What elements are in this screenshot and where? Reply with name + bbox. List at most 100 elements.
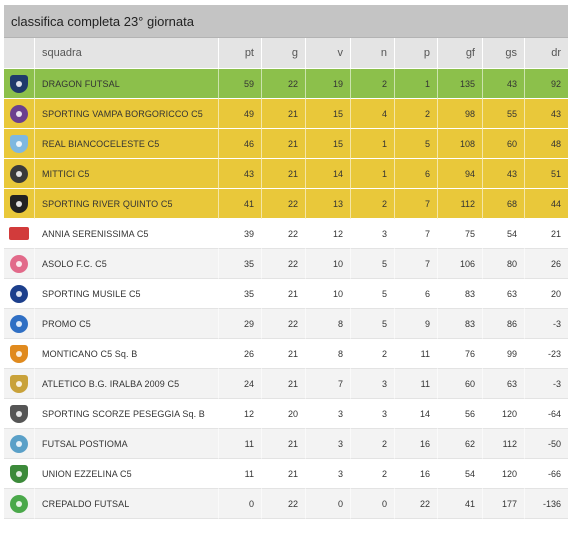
stat-gs: 55 <box>482 99 524 129</box>
stat-g: 21 <box>261 279 305 309</box>
header-g[interactable]: g <box>261 38 305 69</box>
team-logo-cell <box>4 189 34 219</box>
team-name[interactable]: ANNIA SERENISSIMA C5 <box>34 219 218 249</box>
stat-gs: 60 <box>482 129 524 159</box>
standings-table: squadra pt g v n p gf gs dr DRAGON FUTSA… <box>4 38 568 519</box>
stat-gs: 43 <box>482 159 524 189</box>
team-logo-cell <box>4 249 34 279</box>
stat-g: 20 <box>261 399 305 429</box>
stat-gs: 86 <box>482 309 524 339</box>
standings-widget: classifica completa 23° giornata squadra… <box>4 5 568 519</box>
team-name[interactable]: SPORTING RIVER QUINTO C5 <box>34 189 218 219</box>
header-team[interactable]: squadra <box>34 38 218 69</box>
table-row[interactable]: MONTICANO C5 Sq. B 26 21 8 2 11 76 99 -23 <box>4 339 568 369</box>
table-row[interactable]: SPORTING MUSILE C5 35 21 10 5 6 83 63 20 <box>4 279 568 309</box>
stat-gf: 60 <box>437 369 482 399</box>
stat-v: 3 <box>305 429 350 459</box>
table-row[interactable]: REAL BIANCOCELESTE C5 46 21 15 1 5 108 60 48 <box>4 129 568 159</box>
team-logo-cell <box>4 339 34 369</box>
stat-gf: 98 <box>437 99 482 129</box>
stat-dr: -136 <box>524 489 568 519</box>
table-row[interactable]: SPORTING RIVER QUINTO C5 41 22 13 2 7 112 68 44 <box>4 189 568 219</box>
team-name[interactable]: FUTSAL POSTIOMA <box>34 429 218 459</box>
table-row[interactable]: CREPALDO FUTSAL 0 22 0 0 22 41 177 -136 <box>4 489 568 519</box>
standings-body: DRAGON FUTSAL 59 22 19 2 1 135 43 92 SPORTING VAM… <box>4 69 568 519</box>
stat-pt: 35 <box>218 279 261 309</box>
annia-serenissima-logo-icon <box>9 227 29 240</box>
sporting-scorze-logo-icon <box>10 404 28 423</box>
table-row[interactable]: ASOLO F.C. C5 35 22 10 5 7 106 80 26 <box>4 249 568 279</box>
asolo-logo-icon <box>10 254 28 273</box>
team-name[interactable]: ASOLO F.C. C5 <box>34 249 218 279</box>
table-row[interactable]: FUTSAL POSTIOMA 11 21 3 2 16 62 112 -50 <box>4 429 568 459</box>
team-name[interactable]: CREPALDO FUTSAL <box>34 489 218 519</box>
team-name[interactable]: MONTICANO C5 Sq. B <box>34 339 218 369</box>
stat-n: 2 <box>350 69 394 99</box>
stat-v: 15 <box>305 129 350 159</box>
header-p[interactable]: p <box>394 38 437 69</box>
stat-pt: 49 <box>218 99 261 129</box>
stat-v: 12 <box>305 219 350 249</box>
table-row[interactable]: ANNIA SERENISSIMA C5 39 22 12 3 7 75 54 21 <box>4 219 568 249</box>
table-row[interactable]: MITTICI C5 43 21 14 1 6 94 43 51 <box>4 159 568 189</box>
stat-gf: 76 <box>437 339 482 369</box>
stat-dr: -66 <box>524 459 568 489</box>
stat-g: 21 <box>261 99 305 129</box>
stat-p: 7 <box>394 219 437 249</box>
header-gf[interactable]: gf <box>437 38 482 69</box>
stat-gf: 75 <box>437 219 482 249</box>
team-name[interactable]: SPORTING VAMPA BORGORICCO C5 <box>34 99 218 129</box>
team-name[interactable]: SPORTING SCORZE PESEGGIA Sq. B <box>34 399 218 429</box>
table-row[interactable]: SPORTING SCORZE PESEGGIA Sq. B 12 20 3 3 14 56… <box>4 399 568 429</box>
stat-p: 7 <box>394 249 437 279</box>
team-logo-cell <box>4 459 34 489</box>
stat-v: 13 <box>305 189 350 219</box>
stat-gf: 108 <box>437 129 482 159</box>
stat-p: 1 <box>394 69 437 99</box>
stat-p: 9 <box>394 309 437 339</box>
team-logo-cell <box>4 219 34 249</box>
stat-pt: 43 <box>218 159 261 189</box>
table-row[interactable]: SPORTING VAMPA BORGORICCO C5 49 21 15 4 2 98 55… <box>4 99 568 129</box>
stat-pt: 24 <box>218 369 261 399</box>
stat-gf: 94 <box>437 159 482 189</box>
stat-dr: -50 <box>524 429 568 459</box>
team-name[interactable]: DRAGON FUTSAL <box>34 69 218 99</box>
crepaldo-futsal-logo-icon <box>10 494 28 513</box>
header-gs[interactable]: gs <box>482 38 524 69</box>
stat-dr: -3 <box>524 309 568 339</box>
stat-n: 2 <box>350 339 394 369</box>
stat-dr: 44 <box>524 189 568 219</box>
team-name[interactable]: REAL BIANCOCELESTE C5 <box>34 129 218 159</box>
team-name[interactable]: SPORTING MUSILE C5 <box>34 279 218 309</box>
stat-v: 3 <box>305 399 350 429</box>
stat-n: 1 <box>350 159 394 189</box>
table-row[interactable]: PROMO C5 29 22 8 5 9 83 86 -3 <box>4 309 568 339</box>
header-logo-cell <box>4 38 34 69</box>
stat-v: 19 <box>305 69 350 99</box>
stat-gs: 63 <box>482 369 524 399</box>
team-name[interactable]: PROMO C5 <box>34 309 218 339</box>
stat-g: 22 <box>261 219 305 249</box>
header-n[interactable]: n <box>350 38 394 69</box>
header-pt[interactable]: pt <box>218 38 261 69</box>
dragon-futsal-logo-icon <box>10 74 28 93</box>
stat-pt: 59 <box>218 69 261 99</box>
stat-g: 22 <box>261 69 305 99</box>
stat-v: 0 <box>305 489 350 519</box>
team-name[interactable]: ATLETICO B.G. IRALBA 2009 C5 <box>34 369 218 399</box>
stat-pt: 0 <box>218 489 261 519</box>
team-name[interactable]: UNION EZZELINA C5 <box>34 459 218 489</box>
table-row[interactable]: ATLETICO B.G. IRALBA 2009 C5 24 21 7 3 11 60 63… <box>4 369 568 399</box>
header-v[interactable]: v <box>305 38 350 69</box>
team-logo-cell <box>4 99 34 129</box>
stat-v: 14 <box>305 159 350 189</box>
header-dr[interactable]: dr <box>524 38 568 69</box>
team-name[interactable]: MITTICI C5 <box>34 159 218 189</box>
monticano-logo-icon <box>10 344 28 363</box>
table-row[interactable]: DRAGON FUTSAL 59 22 19 2 1 135 43 92 <box>4 69 568 99</box>
stat-n: 3 <box>350 369 394 399</box>
stat-pt: 11 <box>218 429 261 459</box>
table-row[interactable]: UNION EZZELINA C5 11 21 3 2 16 54 120 -66 <box>4 459 568 489</box>
stat-gs: 68 <box>482 189 524 219</box>
